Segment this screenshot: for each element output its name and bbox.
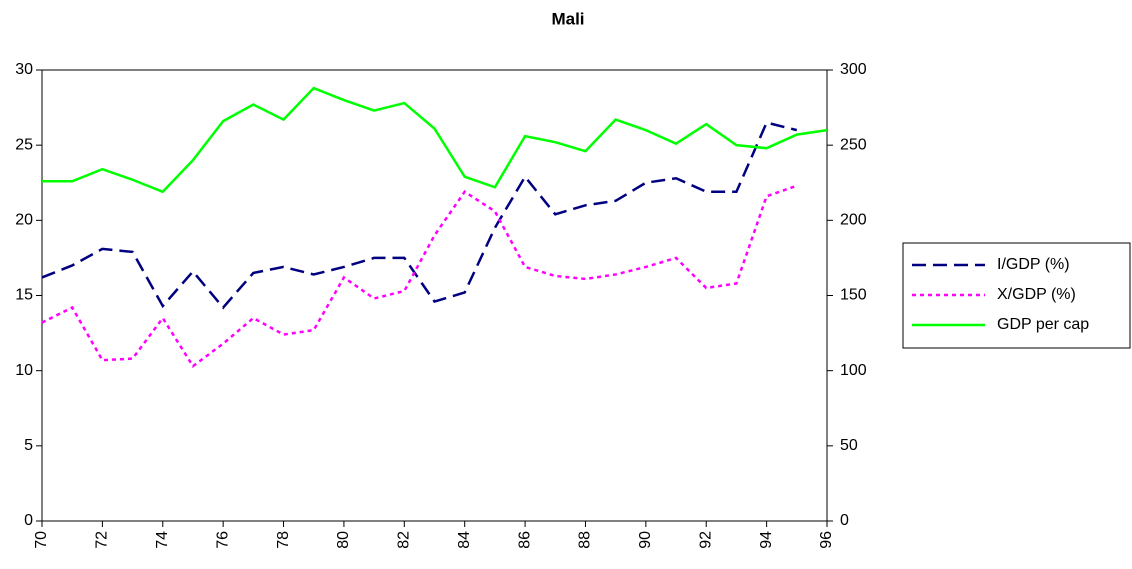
legend <box>902 242 1131 349</box>
y2-tick-label: 0 <box>840 512 849 529</box>
x-tick-label: 92 <box>697 531 714 549</box>
series-line <box>42 86 828 194</box>
y2-tick-label: 150 <box>840 287 867 304</box>
y-tick-label: 10 <box>15 362 33 379</box>
x-tick-label: 84 <box>456 531 473 549</box>
x-tick-label: 76 <box>214 531 231 549</box>
y-tick-label: 25 <box>15 136 33 153</box>
x-tick-label: 90 <box>637 531 654 549</box>
x-tick-label: 72 <box>94 531 111 549</box>
legend-label: I/GDP (%) <box>997 256 1070 273</box>
y-tick-label: 30 <box>15 61 33 78</box>
series-line <box>41 184 798 368</box>
y2-tick-label: 200 <box>840 212 867 229</box>
x-tick-label: 86 <box>516 531 533 549</box>
y-tick-label: 5 <box>24 437 33 454</box>
y2-tick-label: 300 <box>840 61 867 78</box>
x-tick-label: 94 <box>758 531 775 549</box>
x-tick-label: 70 <box>33 531 50 549</box>
plot-area <box>41 69 828 522</box>
legend-label: X/GDP (%) <box>997 286 1076 303</box>
x-tick-label: 88 <box>577 531 594 549</box>
x-tick-label: 78 <box>275 531 292 549</box>
series-line <box>41 121 798 310</box>
x-tick-label: 96 <box>818 531 835 549</box>
y-tick-label: 15 <box>15 287 33 304</box>
y2-tick-label: 100 <box>840 362 867 379</box>
x-tick-label: 74 <box>154 531 171 549</box>
chart-title: Mali <box>551 9 584 28</box>
y-tick-label: 20 <box>15 212 33 229</box>
x-tick-label: 80 <box>335 531 352 549</box>
y2-tick-label: 50 <box>840 437 858 454</box>
y-tick-label: 0 <box>24 512 33 529</box>
y2-tick-label: 250 <box>840 136 867 153</box>
x-tick-label: 82 <box>396 531 413 549</box>
legend-label: GDP per cap <box>997 316 1089 333</box>
